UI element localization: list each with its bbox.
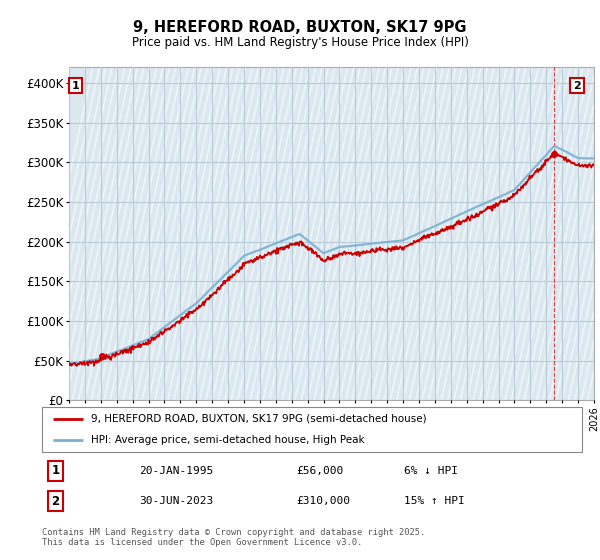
Text: 15% ↑ HPI: 15% ↑ HPI bbox=[404, 496, 464, 506]
Text: 1: 1 bbox=[71, 81, 79, 91]
FancyBboxPatch shape bbox=[42, 407, 582, 452]
Text: 2: 2 bbox=[52, 494, 59, 508]
Text: 1: 1 bbox=[52, 464, 59, 478]
Text: 6% ↓ HPI: 6% ↓ HPI bbox=[404, 466, 458, 476]
Text: 9, HEREFORD ROAD, BUXTON, SK17 9PG (semi-detached house): 9, HEREFORD ROAD, BUXTON, SK17 9PG (semi… bbox=[91, 414, 426, 424]
Text: £56,000: £56,000 bbox=[296, 466, 343, 476]
Text: £310,000: £310,000 bbox=[296, 496, 350, 506]
Text: Price paid vs. HM Land Registry's House Price Index (HPI): Price paid vs. HM Land Registry's House … bbox=[131, 36, 469, 49]
Text: 9, HEREFORD ROAD, BUXTON, SK17 9PG: 9, HEREFORD ROAD, BUXTON, SK17 9PG bbox=[133, 20, 467, 35]
Text: Contains HM Land Registry data © Crown copyright and database right 2025.
This d: Contains HM Land Registry data © Crown c… bbox=[42, 528, 425, 547]
Text: 2: 2 bbox=[573, 81, 581, 91]
Text: HPI: Average price, semi-detached house, High Peak: HPI: Average price, semi-detached house,… bbox=[91, 435, 364, 445]
Text: 30-JUN-2023: 30-JUN-2023 bbox=[139, 496, 214, 506]
Text: 20-JAN-1995: 20-JAN-1995 bbox=[139, 466, 214, 476]
